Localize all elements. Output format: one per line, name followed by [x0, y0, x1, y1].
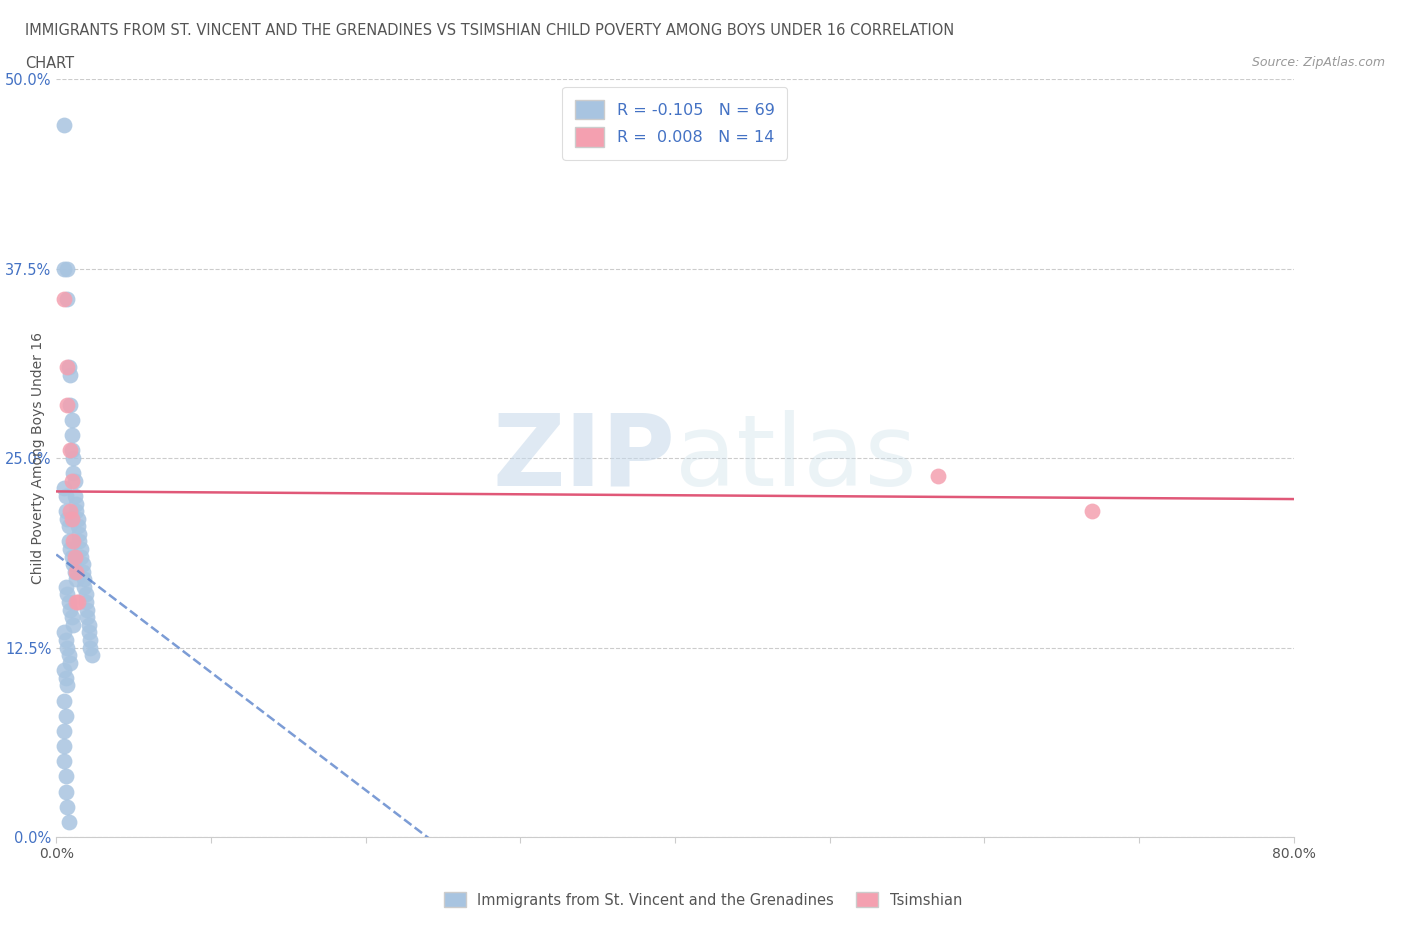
Y-axis label: Child Poverty Among Boys Under 16: Child Poverty Among Boys Under 16 — [31, 332, 45, 584]
Point — [56, 678, 79, 693]
Point — [76, 610, 98, 625]
Point — [56, 512, 79, 526]
Point — [56, 291, 79, 306]
Point — [72, 565, 94, 579]
Legend: Immigrants from St. Vincent and the Grenadines, Tsimshian: Immigrants from St. Vincent and the Gren… — [439, 886, 967, 913]
Point — [62, 534, 84, 549]
Point — [79, 632, 101, 647]
Point — [65, 504, 87, 519]
Point — [70, 541, 93, 556]
Point — [53, 481, 76, 496]
Point — [59, 367, 82, 382]
Point — [73, 572, 96, 587]
Point — [77, 625, 100, 640]
Legend: R = -0.105   N = 69, R =  0.008   N = 14: R = -0.105 N = 69, R = 0.008 N = 14 — [562, 87, 787, 160]
Point — [66, 519, 89, 534]
Point — [60, 413, 83, 428]
Point — [66, 594, 89, 609]
Point — [56, 587, 79, 602]
Point — [53, 738, 76, 753]
Point — [56, 261, 79, 276]
Point — [56, 799, 79, 814]
Point — [55, 488, 77, 503]
Point — [53, 291, 76, 306]
Point — [62, 466, 84, 481]
Point — [63, 549, 86, 564]
Point — [60, 549, 83, 564]
Point — [55, 632, 77, 647]
Text: atlas: atlas — [675, 409, 917, 507]
Point — [59, 397, 82, 412]
Point — [65, 594, 87, 609]
Point — [77, 618, 100, 632]
Point — [60, 512, 83, 526]
Point — [58, 647, 80, 662]
Point — [58, 815, 80, 830]
Point — [58, 534, 80, 549]
Point — [58, 519, 80, 534]
Point — [56, 640, 79, 655]
Point — [65, 572, 87, 587]
Point — [60, 443, 83, 458]
Point — [1081, 504, 1104, 519]
Point — [67, 526, 90, 541]
Point — [73, 579, 96, 594]
Point — [75, 594, 97, 609]
Point — [65, 496, 87, 511]
Point — [75, 587, 97, 602]
Point — [53, 625, 76, 640]
Point — [55, 709, 77, 724]
Point — [60, 610, 83, 625]
Point — [56, 360, 79, 375]
Point — [59, 603, 82, 618]
Point — [53, 753, 76, 768]
Point — [55, 579, 77, 594]
Point — [70, 549, 93, 564]
Point — [60, 428, 83, 443]
Point — [53, 261, 76, 276]
Point — [927, 469, 949, 484]
Point — [55, 769, 77, 784]
Point — [66, 512, 89, 526]
Point — [56, 397, 79, 412]
Text: Source: ZipAtlas.com: Source: ZipAtlas.com — [1251, 56, 1385, 69]
Point — [53, 693, 76, 708]
Point — [53, 724, 76, 738]
Point — [55, 784, 77, 799]
Point — [80, 647, 103, 662]
Point — [62, 557, 84, 572]
Point — [55, 504, 77, 519]
Text: ZIP: ZIP — [492, 409, 675, 507]
Point — [63, 565, 86, 579]
Point — [53, 117, 76, 132]
Point — [53, 663, 76, 678]
Point — [60, 473, 83, 488]
Point — [63, 473, 86, 488]
Text: CHART: CHART — [25, 56, 75, 71]
Point — [58, 594, 80, 609]
Point — [65, 565, 87, 579]
Point — [59, 656, 82, 671]
Point — [62, 451, 84, 466]
Point — [58, 360, 80, 375]
Point — [79, 640, 101, 655]
Point — [59, 541, 82, 556]
Point — [63, 488, 86, 503]
Point — [76, 603, 98, 618]
Point — [59, 504, 82, 519]
Point — [59, 443, 82, 458]
Point — [67, 534, 90, 549]
Point — [72, 557, 94, 572]
Point — [55, 671, 77, 685]
Point — [62, 618, 84, 632]
Text: IMMIGRANTS FROM ST. VINCENT AND THE GRENADINES VS TSIMSHIAN CHILD POVERTY AMONG : IMMIGRANTS FROM ST. VINCENT AND THE GREN… — [25, 23, 955, 38]
